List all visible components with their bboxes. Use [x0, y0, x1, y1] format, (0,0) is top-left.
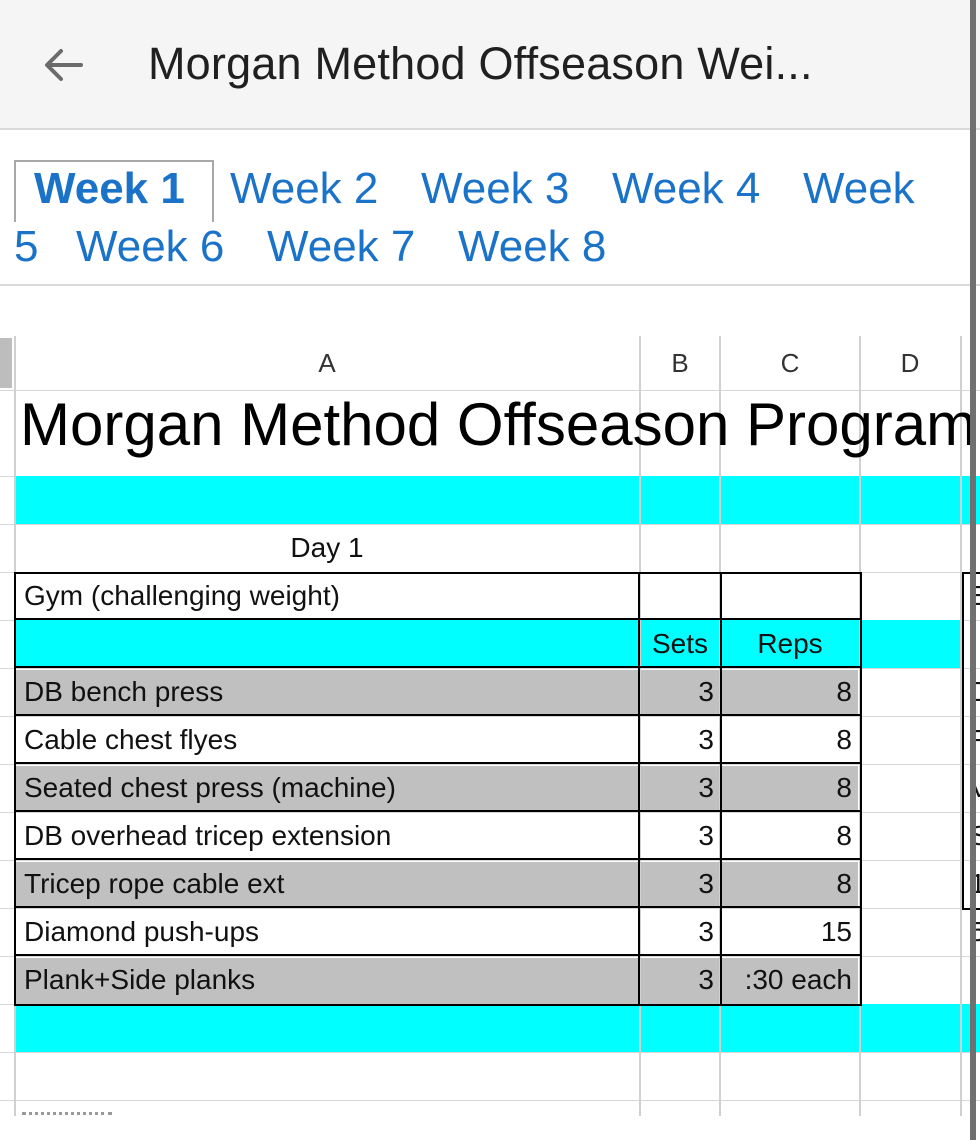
- table-row-border: [14, 714, 862, 716]
- shaded-row: [16, 862, 858, 908]
- tab-week-6[interactable]: Week 6: [76, 222, 225, 271]
- grid-line: [960, 336, 962, 1116]
- sets-cell[interactable]: 3: [698, 724, 714, 755]
- column-header-a[interactable]: A: [318, 347, 336, 378]
- exercise-name-cell[interactable]: Tricep rope cable ext: [24, 868, 285, 899]
- section-label-cell[interactable]: Gym (challenging weight): [24, 580, 340, 611]
- sets-cell[interactable]: 3: [698, 916, 714, 947]
- table-row-border: [14, 810, 862, 812]
- reps-header-cell[interactable]: Reps: [757, 628, 823, 659]
- grid-line: [0, 860, 980, 861]
- sets-header-cell[interactable]: Sets: [651, 628, 709, 659]
- shaded-row: [16, 958, 858, 1004]
- table-column-border: [638, 572, 722, 1006]
- reps-cell[interactable]: 8: [836, 868, 852, 899]
- table-row-border: [14, 954, 862, 956]
- tab-week-5[interactable]: Week: [803, 164, 915, 213]
- reps-cell[interactable]: :30 each: [744, 964, 852, 995]
- grid-line: [0, 668, 980, 669]
- table-row-border: [14, 666, 862, 668]
- exercise-name-cell[interactable]: Diamond push-ups: [24, 916, 260, 947]
- column-header-d[interactable]: D: [900, 347, 920, 378]
- partial-next-row-text: [22, 1112, 112, 1121]
- cyan-band-bottom: [14, 1004, 980, 1052]
- grid-line: [0, 716, 980, 717]
- tab-week-4[interactable]: Week 4: [612, 164, 761, 213]
- table-row-border: [14, 906, 862, 908]
- grid-line: [639, 336, 641, 1116]
- grid-line: [0, 1052, 980, 1053]
- grid-line: [0, 390, 980, 391]
- reps-cell[interactable]: 8: [836, 772, 852, 803]
- grid-line: [0, 908, 980, 909]
- exercise-name-cell[interactable]: Plank+Side planks: [24, 964, 256, 995]
- vertical-scrollbar[interactable]: [970, 0, 976, 1140]
- sheet-title-cell[interactable]: Morgan Method Offseason Program: [20, 391, 977, 458]
- tab-week-7[interactable]: Week 7: [267, 222, 416, 271]
- column-header-c[interactable]: C: [780, 347, 800, 378]
- tab-week-3[interactable]: Week 3: [421, 164, 570, 213]
- app-bar: Morgan Method Offseason Wei...: [0, 0, 980, 130]
- exercise-name-cell[interactable]: DB overhead tricep extension: [24, 820, 392, 851]
- reps-cell[interactable]: 8: [836, 676, 852, 707]
- tab-week-2[interactable]: Week 2: [230, 164, 379, 213]
- reps-cell[interactable]: 8: [836, 724, 852, 755]
- table-border: [14, 572, 862, 1006]
- shaded-row: [16, 670, 858, 716]
- table-row-border: [14, 858, 862, 860]
- grid-line: [0, 1100, 980, 1101]
- sheet-tabs: Week 1 Week 2 Week 3 Week 4 Week 5 Week …: [0, 130, 980, 286]
- tab-week-8[interactable]: Week 8: [458, 222, 607, 271]
- back-button[interactable]: [38, 40, 88, 90]
- tab-week-5-continued[interactable]: 5: [14, 222, 39, 271]
- grid-line: [0, 812, 980, 813]
- sets-cell[interactable]: 3: [698, 772, 714, 803]
- grid-line: [0, 524, 980, 525]
- sets-cell[interactable]: 3: [698, 868, 714, 899]
- sets-cell[interactable]: 3: [698, 820, 714, 851]
- shaded-row: [16, 766, 858, 812]
- sets-cell[interactable]: 3: [698, 964, 714, 995]
- table-row-border: [14, 618, 862, 620]
- exercise-name-cell[interactable]: Cable chest flyes: [24, 724, 238, 755]
- cyan-band-top: [14, 476, 980, 524]
- document-title: Morgan Method Offseason Wei...: [148, 38, 813, 89]
- row-selection-handle[interactable]: [0, 338, 12, 388]
- day-label-cell[interactable]: Day 1: [290, 532, 364, 563]
- reps-cell[interactable]: 8: [836, 820, 852, 851]
- sets-cell[interactable]: 3: [698, 676, 714, 707]
- active-tab-frame: [14, 160, 214, 222]
- reps-cell[interactable]: 15: [820, 916, 852, 947]
- column-header-b[interactable]: B: [671, 347, 689, 378]
- arrow-left-icon: [45, 49, 83, 81]
- spreadsheet-grid[interactable]: A B C D Morgan Method Offseason Program …: [0, 286, 980, 1140]
- table-row-border: [14, 762, 862, 764]
- exercise-name-cell[interactable]: Seated chest press (machine): [24, 772, 396, 803]
- tab-week-1[interactable]: Week 1: [34, 164, 185, 213]
- cyan-header-band-extension: [860, 620, 962, 668]
- exercise-name-cell[interactable]: DB bench press: [24, 676, 224, 707]
- grid-line: [0, 956, 980, 957]
- grid-line: [0, 764, 980, 765]
